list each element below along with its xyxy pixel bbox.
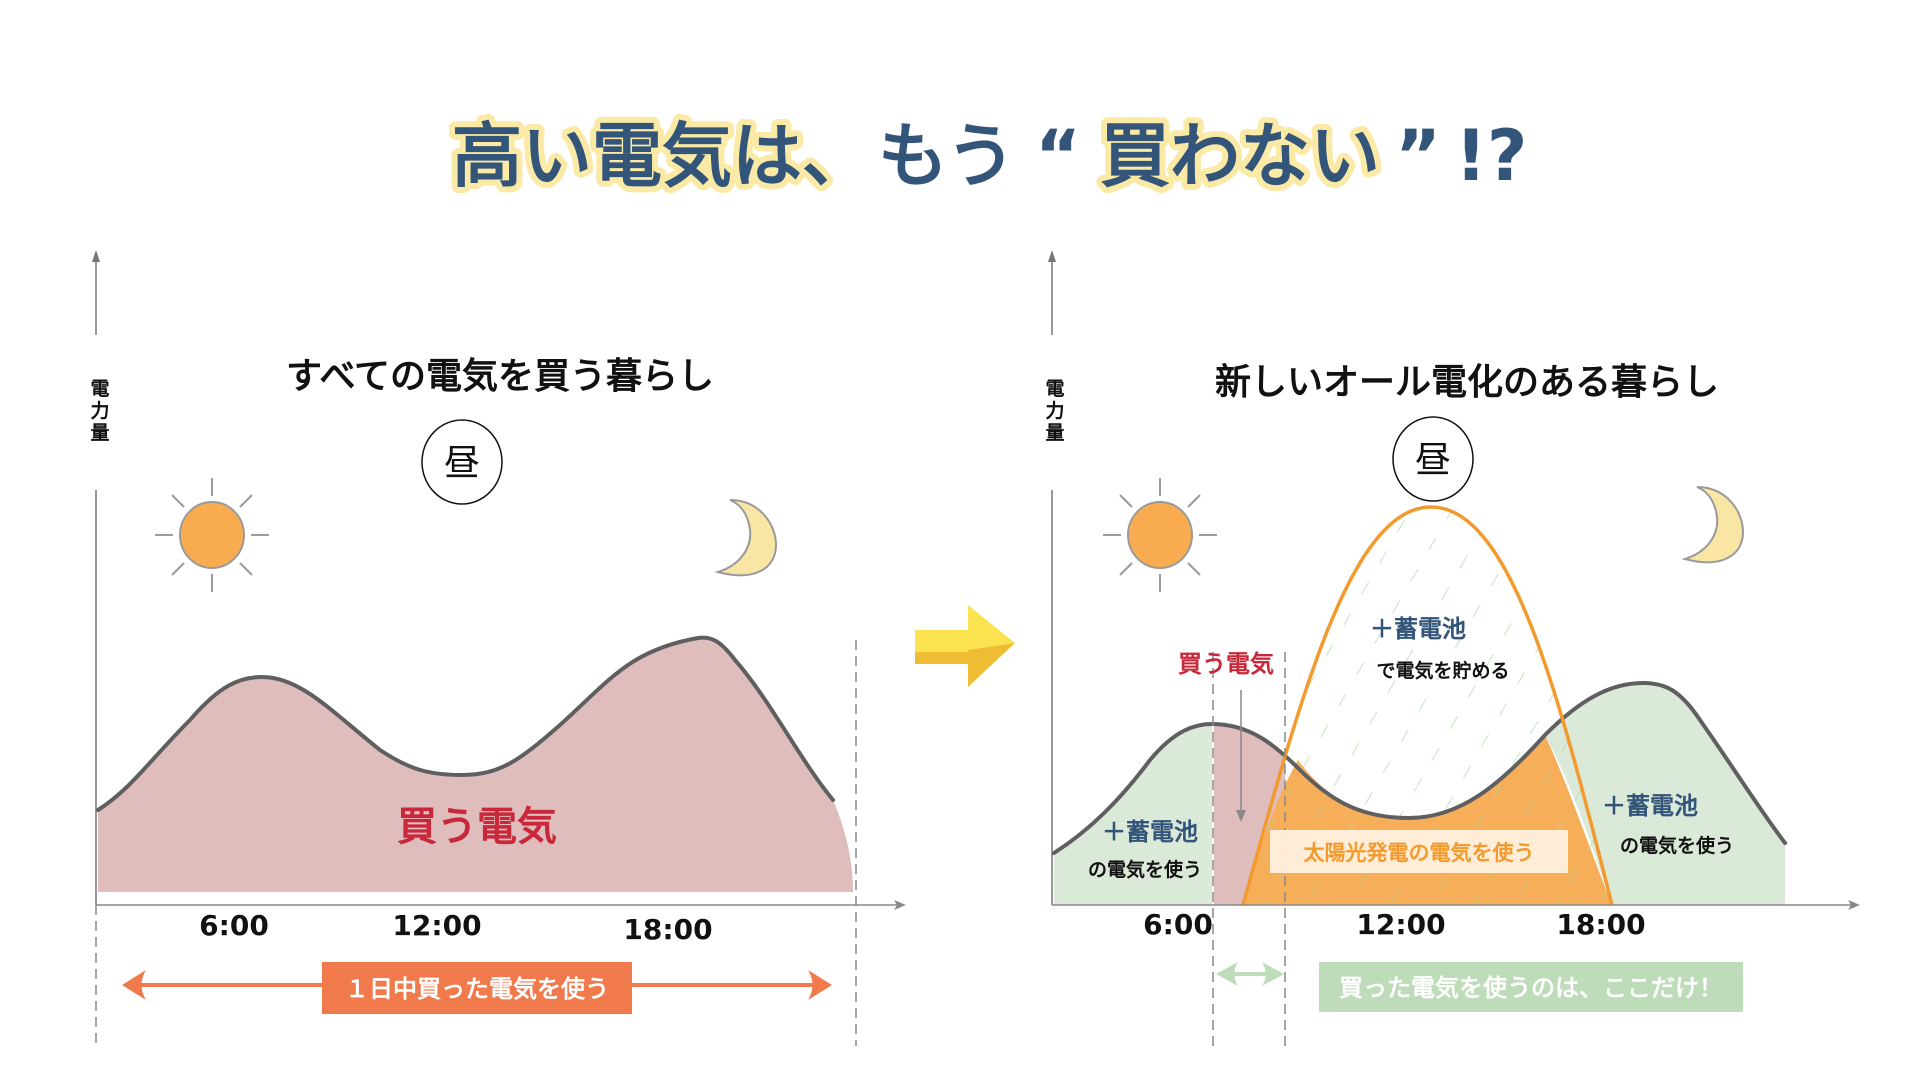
buy-area: [98, 637, 853, 892]
moon-icon: [714, 499, 778, 577]
svg-text:量: 量: [90, 422, 109, 444]
tick-18: 18:00: [1556, 908, 1645, 941]
y-axis-arrow-icon: [1048, 250, 1056, 262]
left-banner-label: １日中買った電気を使う: [345, 975, 609, 1003]
title-part3-glow: 買わない: [1100, 115, 1380, 197]
svg-text:量: 量: [1045, 422, 1064, 444]
left-chart: 電 力 量 すべての電気を買う暮らし 昼 買う電気: [90, 250, 906, 1046]
x-axis-arrow-icon: [894, 900, 906, 910]
page-title: 高い電気は、 高い電気は、 もう “ 買わない 買わない ” !?: [446, 109, 1528, 203]
battery-use-left-area: [1054, 724, 1212, 905]
battery-left-title: ＋蓄電池: [1102, 818, 1198, 846]
battery-left-sub: の電気を使う: [1088, 858, 1202, 881]
noon-label: 昼: [444, 443, 480, 484]
right-banner-label: 買った電気を使うのは、ここだけ！: [1339, 974, 1723, 1002]
moon-icon: [1681, 486, 1745, 564]
solar-label-box: [1270, 830, 1568, 873]
tick-6: 6:00: [1143, 908, 1213, 941]
battery-store-sub: で電気を貯める: [1376, 659, 1509, 682]
title-quote-open: “: [1035, 115, 1081, 197]
right-chart-title: 新しいオール電化のある暮らし: [1215, 362, 1719, 403]
svg-text:電: 電: [90, 378, 109, 400]
left-chart-title: すべての電気を買う暮らし: [286, 356, 714, 397]
noon-badge: [1392, 416, 1474, 502]
title-quote-close: ”: [1395, 115, 1441, 197]
tick-12: 12:00: [1356, 908, 1445, 941]
battery-use-right-area: [1545, 683, 1785, 905]
sun-icon: [1103, 478, 1217, 592]
svg-text:力: 力: [90, 399, 109, 422]
buy-label: 買う電気: [1178, 650, 1274, 678]
left-banner: [322, 962, 632, 1014]
battery-right-sub: の電気を使う: [1620, 834, 1734, 857]
buy-pointer-arrow-icon: [1236, 810, 1246, 822]
title-part1: 高い電気は、: [452, 115, 872, 197]
tick-18: 18:00: [623, 913, 712, 946]
y-axis-label: 電 力 量: [90, 378, 109, 444]
right-chart: 電 力 量 新しいオール電化のある暮らし 昼: [1045, 250, 1860, 1046]
noon-label: 昼: [1415, 440, 1451, 481]
title-part1-glow: 高い電気は、: [452, 115, 872, 197]
right-banner: [1319, 962, 1743, 1012]
sun-icon: [155, 478, 269, 592]
y-axis-label: 電 力 量: [1045, 378, 1064, 444]
title-part3: 買わない: [1100, 115, 1380, 197]
svg-text:電: 電: [1045, 378, 1064, 400]
x-axis-arrow-icon: [1848, 900, 1860, 910]
y-axis-arrow-icon: [92, 250, 100, 262]
battery-store-title: ＋蓄電池: [1370, 615, 1466, 643]
tick-6: 6:00: [199, 909, 269, 942]
title-part4: !?: [1455, 115, 1528, 197]
battery-store-area: [1243, 507, 1612, 905]
buy-area-label: 買う電気: [397, 804, 557, 850]
buy-window-arrow-icon: [1216, 962, 1284, 986]
tick-12: 12:00: [392, 909, 481, 942]
solar-label: 太陽光発電の電気を使う: [1304, 841, 1535, 865]
battery-right-title: ＋蓄電池: [1602, 792, 1698, 820]
svg-text:力: 力: [1045, 399, 1064, 422]
solar-generation-line: [1241, 505, 1614, 906]
usage-line: [96, 635, 835, 812]
noon-badge: [421, 419, 503, 505]
right-arrow-icon: [915, 605, 1015, 687]
usage-line: [1052, 680, 1787, 855]
title-part2: もう: [878, 115, 1016, 197]
